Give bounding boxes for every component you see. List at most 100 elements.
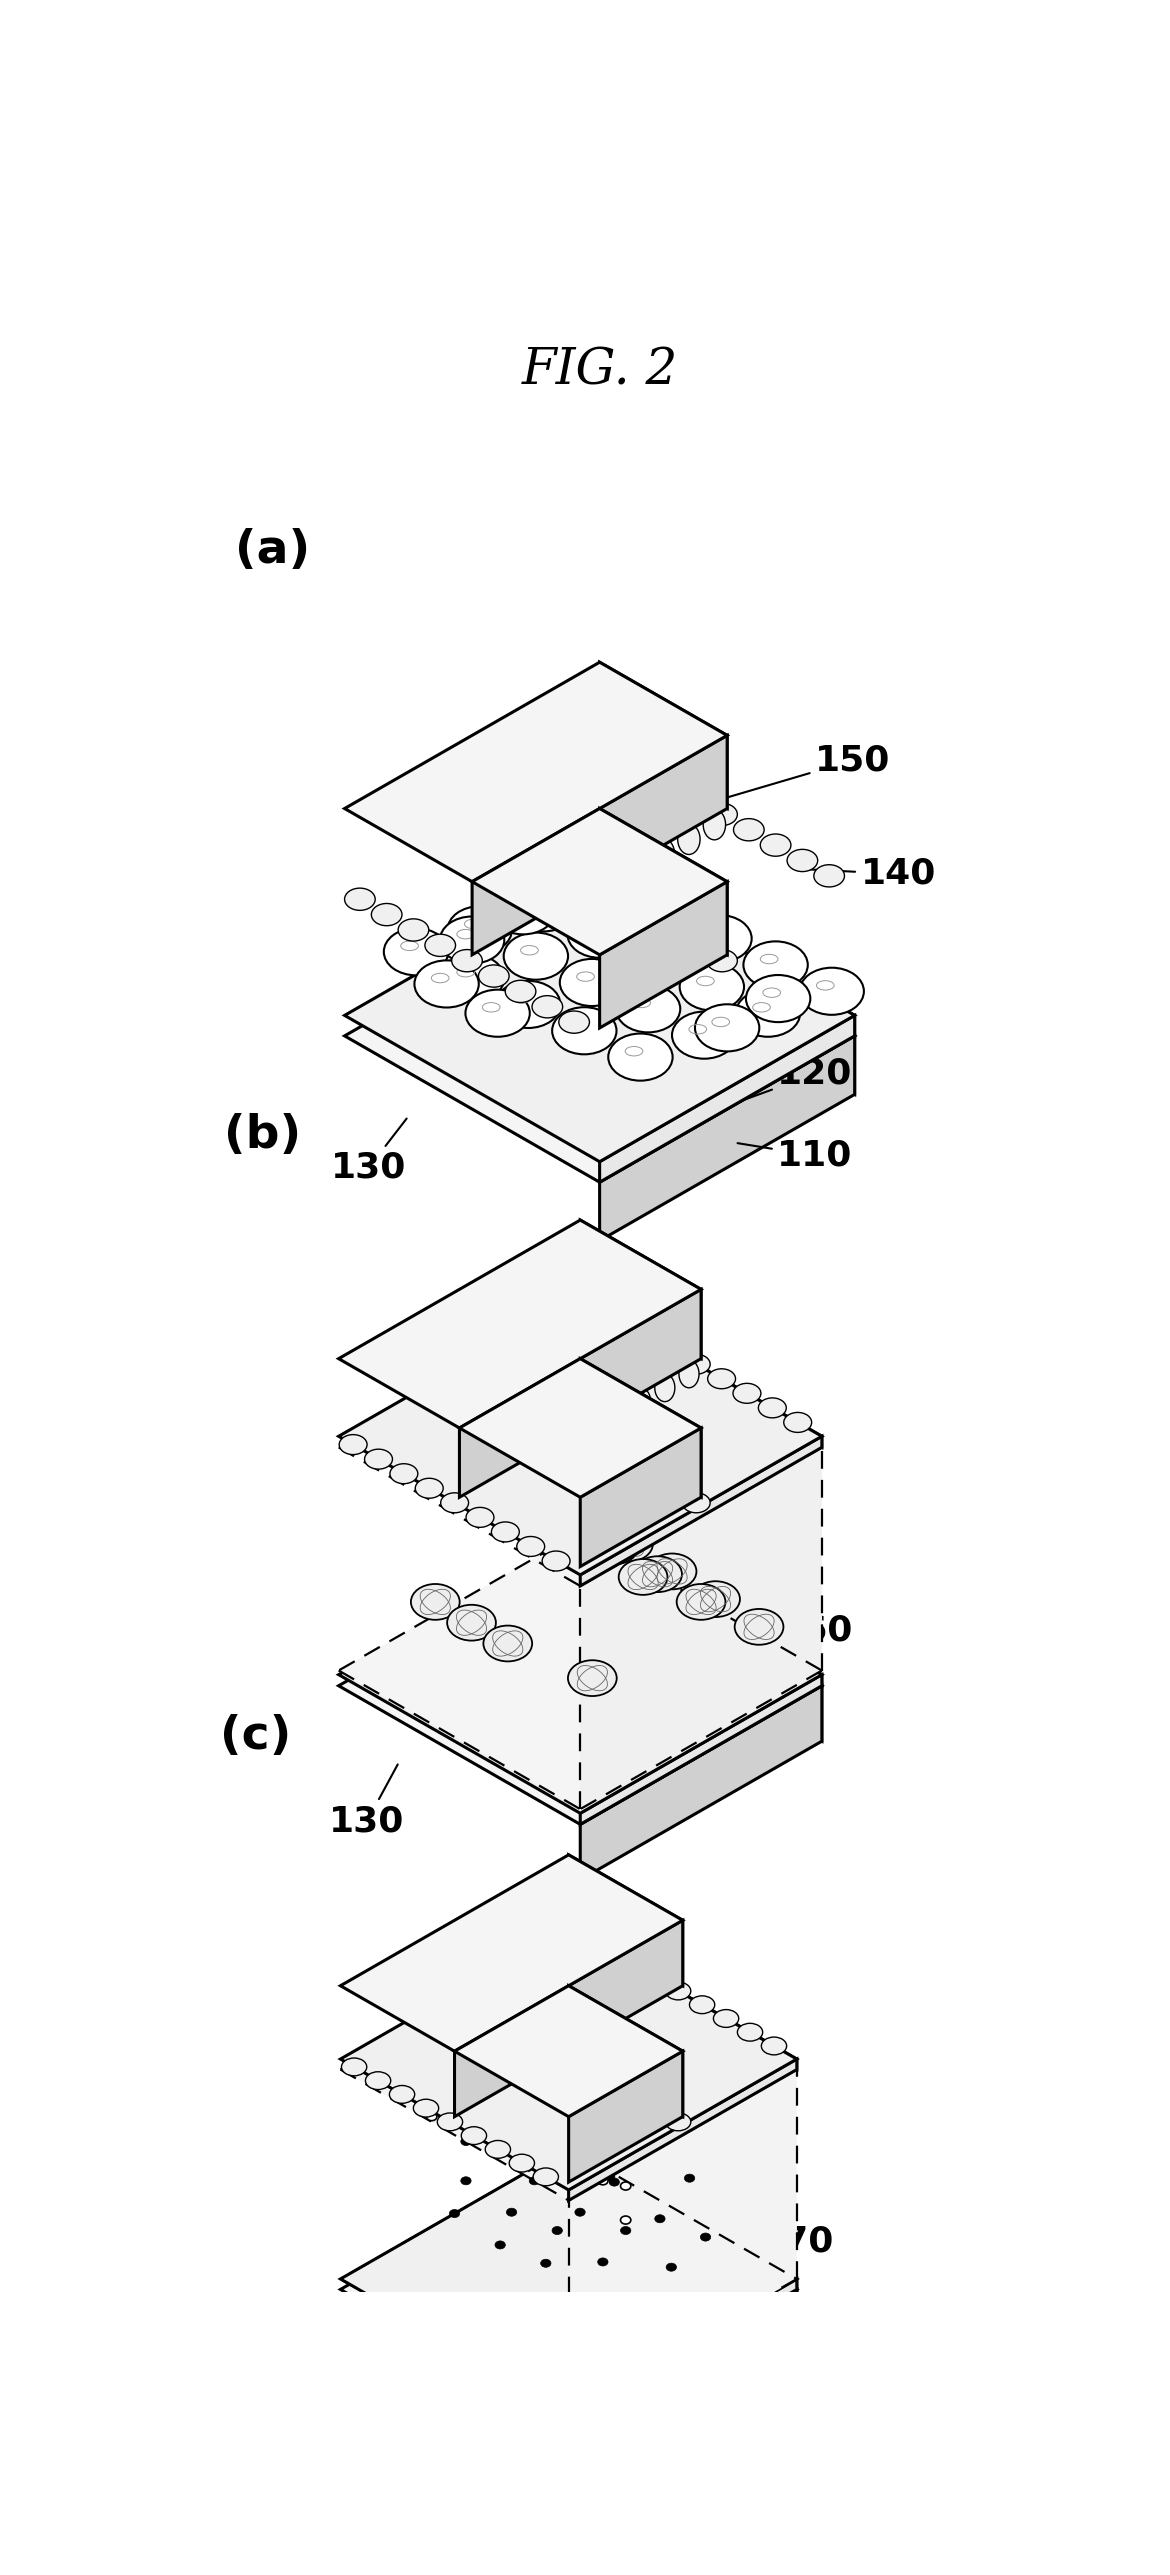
Ellipse shape xyxy=(610,2178,619,2186)
Ellipse shape xyxy=(549,1921,566,1947)
Ellipse shape xyxy=(461,2127,487,2145)
Ellipse shape xyxy=(546,1501,596,1537)
Ellipse shape xyxy=(574,2209,585,2217)
Ellipse shape xyxy=(449,2209,460,2217)
Ellipse shape xyxy=(666,2114,690,2130)
Ellipse shape xyxy=(564,2158,573,2166)
Ellipse shape xyxy=(491,1522,519,1542)
Ellipse shape xyxy=(626,904,658,927)
Ellipse shape xyxy=(452,1352,472,1380)
Ellipse shape xyxy=(541,2127,551,2135)
Polygon shape xyxy=(599,1035,854,1241)
Ellipse shape xyxy=(598,2258,608,2266)
Text: 110: 110 xyxy=(737,1138,853,1172)
Ellipse shape xyxy=(736,989,800,1038)
Ellipse shape xyxy=(814,865,845,886)
Ellipse shape xyxy=(672,1012,736,1058)
Polygon shape xyxy=(345,662,727,881)
Ellipse shape xyxy=(519,767,542,798)
Ellipse shape xyxy=(615,986,680,1033)
Polygon shape xyxy=(580,1537,821,1687)
Ellipse shape xyxy=(414,960,479,1007)
Ellipse shape xyxy=(618,1954,642,1972)
Ellipse shape xyxy=(473,1965,491,1990)
Ellipse shape xyxy=(746,976,811,1022)
Ellipse shape xyxy=(488,1475,537,1512)
Ellipse shape xyxy=(387,1424,435,1460)
Ellipse shape xyxy=(570,1926,596,1944)
Ellipse shape xyxy=(624,937,688,984)
Ellipse shape xyxy=(371,904,402,927)
Polygon shape xyxy=(599,662,727,809)
Polygon shape xyxy=(473,809,727,955)
Polygon shape xyxy=(580,1437,821,1586)
Ellipse shape xyxy=(339,1434,367,1455)
Ellipse shape xyxy=(799,968,863,1015)
Ellipse shape xyxy=(427,2112,436,2122)
Ellipse shape xyxy=(679,1360,698,1388)
Ellipse shape xyxy=(655,1375,675,1401)
Ellipse shape xyxy=(576,1532,624,1568)
Polygon shape xyxy=(580,1360,701,1496)
Ellipse shape xyxy=(606,1311,634,1331)
Ellipse shape xyxy=(542,1550,570,1571)
Ellipse shape xyxy=(523,1936,541,1962)
Ellipse shape xyxy=(479,966,509,986)
Polygon shape xyxy=(569,2070,797,2410)
Polygon shape xyxy=(580,1221,701,1360)
Ellipse shape xyxy=(479,1336,498,1365)
Polygon shape xyxy=(569,2148,797,2289)
Ellipse shape xyxy=(677,824,700,855)
Polygon shape xyxy=(569,2060,797,2202)
Ellipse shape xyxy=(447,1604,496,1640)
Ellipse shape xyxy=(466,1506,494,1527)
Ellipse shape xyxy=(707,803,737,827)
Polygon shape xyxy=(599,809,727,955)
Ellipse shape xyxy=(541,2258,551,2269)
Ellipse shape xyxy=(495,2240,505,2248)
Ellipse shape xyxy=(743,942,807,989)
Polygon shape xyxy=(580,1674,821,1823)
Ellipse shape xyxy=(411,1584,460,1620)
Ellipse shape xyxy=(619,1558,667,1594)
Polygon shape xyxy=(569,2289,797,2472)
Ellipse shape xyxy=(787,850,818,870)
Ellipse shape xyxy=(598,2176,608,2184)
Ellipse shape xyxy=(488,2140,498,2148)
Ellipse shape xyxy=(762,2037,786,2055)
Ellipse shape xyxy=(580,1295,608,1316)
Polygon shape xyxy=(454,1921,683,2117)
Ellipse shape xyxy=(689,1996,715,2014)
Polygon shape xyxy=(454,1985,683,2117)
Text: 170: 170 xyxy=(693,2225,834,2258)
Ellipse shape xyxy=(570,2057,596,2075)
Ellipse shape xyxy=(601,868,624,899)
Ellipse shape xyxy=(627,852,649,883)
Ellipse shape xyxy=(531,1306,551,1334)
Polygon shape xyxy=(569,2279,797,2420)
Ellipse shape xyxy=(576,736,598,767)
Ellipse shape xyxy=(633,1555,682,1591)
Ellipse shape xyxy=(714,2008,738,2027)
Ellipse shape xyxy=(666,2263,676,2271)
Ellipse shape xyxy=(639,2148,649,2155)
Ellipse shape xyxy=(398,919,428,940)
Ellipse shape xyxy=(507,2209,517,2217)
Ellipse shape xyxy=(593,2073,619,2088)
Ellipse shape xyxy=(676,1584,725,1620)
Ellipse shape xyxy=(532,997,563,1017)
Ellipse shape xyxy=(413,2099,439,2117)
Ellipse shape xyxy=(653,919,683,940)
Ellipse shape xyxy=(758,1398,786,1419)
Ellipse shape xyxy=(632,1463,660,1483)
Text: (a): (a) xyxy=(235,528,310,574)
Ellipse shape xyxy=(534,2171,544,2178)
Polygon shape xyxy=(599,870,854,1035)
Ellipse shape xyxy=(604,1527,653,1560)
Polygon shape xyxy=(599,1015,854,1182)
Polygon shape xyxy=(340,2158,797,2420)
Polygon shape xyxy=(580,1687,821,1880)
Ellipse shape xyxy=(760,834,791,857)
Polygon shape xyxy=(569,1939,797,2279)
Ellipse shape xyxy=(590,1530,639,1566)
